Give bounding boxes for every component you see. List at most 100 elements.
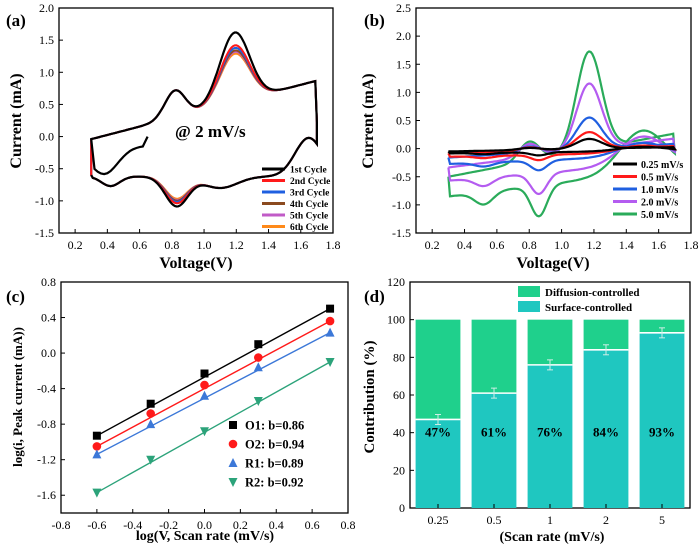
y-tick-label: -1.5 <box>392 226 411 240</box>
y-tick-label: 0.5 <box>396 114 411 128</box>
y-tick-label: -1.5 <box>35 226 54 240</box>
panel-c-label: (c) <box>6 287 25 306</box>
y-tick-label: -1.0 <box>392 198 411 212</box>
bar-surface-2 <box>583 349 629 508</box>
x-tick-label: 0.5 <box>487 513 502 527</box>
data-point <box>253 362 263 372</box>
y-tick-label: 1.0 <box>396 85 411 99</box>
x-tick-label: 1.4 <box>619 238 634 252</box>
panel-d-ylabel: Contribution (%) <box>362 341 378 454</box>
data-point <box>146 409 155 418</box>
fit-line-3 <box>96 332 331 455</box>
x-tick-label: 1.6 <box>293 238 308 252</box>
y-tick-label: 2.0 <box>39 1 54 15</box>
legend-label-2: 2nd Cycle <box>290 177 330 187</box>
legend-label-1: 1st Cycle <box>290 166 327 176</box>
y-tick-label: 40 <box>393 426 405 440</box>
y-tick-label: -1.0 <box>35 194 54 208</box>
x-tick-label: 1.2 <box>586 238 601 252</box>
x-tick-label: 1.4 <box>261 238 276 252</box>
panel-a-label: (a) <box>6 11 26 30</box>
y-tick-label: -0.5 <box>392 170 411 184</box>
x-tick-label: 1.6 <box>651 238 666 252</box>
y-tick-label: 0 <box>399 501 405 515</box>
x-tick-label: 0.0 <box>197 518 212 532</box>
data-point <box>200 380 209 390</box>
x-tick-label: 0.8 <box>522 238 537 252</box>
x-tick-label: -0.8 <box>52 518 71 532</box>
bar-data-label: 84% <box>593 425 619 440</box>
panel-a-frame <box>58 7 334 234</box>
y-tick-label: 2.0 <box>396 29 411 43</box>
data-point <box>92 449 102 459</box>
data-point <box>92 431 101 440</box>
legend-marker-2 <box>228 439 238 449</box>
x-tick-label: 0.8 <box>341 518 356 532</box>
legend-marker-3 <box>228 458 238 467</box>
y-tick-label: 0.0 <box>396 142 411 156</box>
x-tick-label: 1.0 <box>197 238 212 252</box>
data-point <box>200 427 209 437</box>
series-line-1 <box>90 31 318 208</box>
panel-c-xlabel: log(V, Scan rate (mV/s) <box>136 529 275 544</box>
panel-a-ylabel: Current (mA) <box>8 73 25 168</box>
x-tick-label: 5 <box>659 513 665 527</box>
legend-label-6: 6th Cycle <box>290 223 328 233</box>
panel-a-xlabel: Voltage(V) <box>159 255 232 272</box>
y-tick-label: 1.5 <box>396 57 411 71</box>
data-point <box>92 442 102 451</box>
x-tick-label: 0.25 <box>428 513 449 527</box>
legend-label-4: R2: b=0.92 <box>245 476 304 490</box>
legend-label-1: O1: b=0.86 <box>245 419 304 433</box>
x-tick-label: 1 <box>547 513 553 527</box>
data-point <box>146 399 155 408</box>
panel-d-xlabel: (Scan rate (mV/s) <box>500 530 605 545</box>
y-tick-label: 120 <box>387 275 405 289</box>
data-point <box>200 390 209 400</box>
x-tick-label: 1.2 <box>229 238 244 252</box>
legend-swatch-2 <box>518 286 540 297</box>
y-tick-label: 2.5 <box>396 1 411 15</box>
data-point <box>254 340 263 349</box>
x-tick-label: 0.6 <box>132 238 147 252</box>
legend-label-4: 2.0 mV/s <box>641 198 678 209</box>
bar-surface-0.25 <box>415 419 461 508</box>
panel-b-label: (b) <box>364 11 385 30</box>
series-line-1 <box>447 137 678 157</box>
bar-diffusion-0.5 <box>471 319 517 394</box>
panel-a-annotation: @ 2 mV/s <box>175 122 246 141</box>
data-point <box>200 369 209 378</box>
data-point <box>325 316 335 326</box>
x-tick-label: 1.8 <box>684 238 699 252</box>
x-tick-label: -0.6 <box>87 518 106 532</box>
y-tick-label: 0.5 <box>39 97 54 111</box>
legend-label-3: 1.0 mV/s <box>641 185 678 196</box>
panel-d: 0 20 40 60 80 100 120 47% 0.25 61% 0.5 76% 1 84% 2 93%… <box>362 275 691 545</box>
legend-marker-1 <box>229 421 237 429</box>
panel-c-ylabel: log(i, Peak current (mA)) <box>10 327 25 467</box>
y-tick-label: 1.5 <box>39 33 54 47</box>
fit-line-1 <box>96 308 331 437</box>
x-tick-label: 1.0 <box>554 238 569 252</box>
legend-label-2: O2: b=0.94 <box>245 438 305 452</box>
fit-line-2 <box>96 320 331 447</box>
legend-label-2: Diffusion-controlled <box>545 287 640 299</box>
x-tick-label: 0.6 <box>489 238 504 252</box>
y-tick-label: 1.0 <box>39 65 54 79</box>
legend-label-5: 5.0 mV/s <box>641 210 678 221</box>
y-tick-label: -1.6 <box>37 488 56 502</box>
data-point <box>325 327 335 337</box>
y-tick-label: -1.2 <box>37 453 56 467</box>
legend-label-1: Surface-controlled <box>545 302 632 314</box>
legend-marker-4 <box>228 478 238 487</box>
bar-data-label: 47% <box>425 425 451 440</box>
x-tick-label: 0.2 <box>425 238 440 252</box>
bar-surface-0.5 <box>471 393 517 508</box>
x-tick-label: 0.4 <box>269 518 284 532</box>
panel-d-label: (d) <box>364 287 385 306</box>
panel-a: 0.2 0.4 0.6 0.8 1.0 1.2 1.4 1.6 1.8 -1.5 -1.0 -0.5 0… <box>6 1 341 272</box>
panel-b: 0.2 0.4 0.6 0.8 1.0 1.2 1.4 1.6 1.8 -1.5 -1.0 -0.5 0… <box>360 1 699 272</box>
legend-label-4: 4th Cycle <box>290 200 328 210</box>
data-point <box>92 488 102 498</box>
